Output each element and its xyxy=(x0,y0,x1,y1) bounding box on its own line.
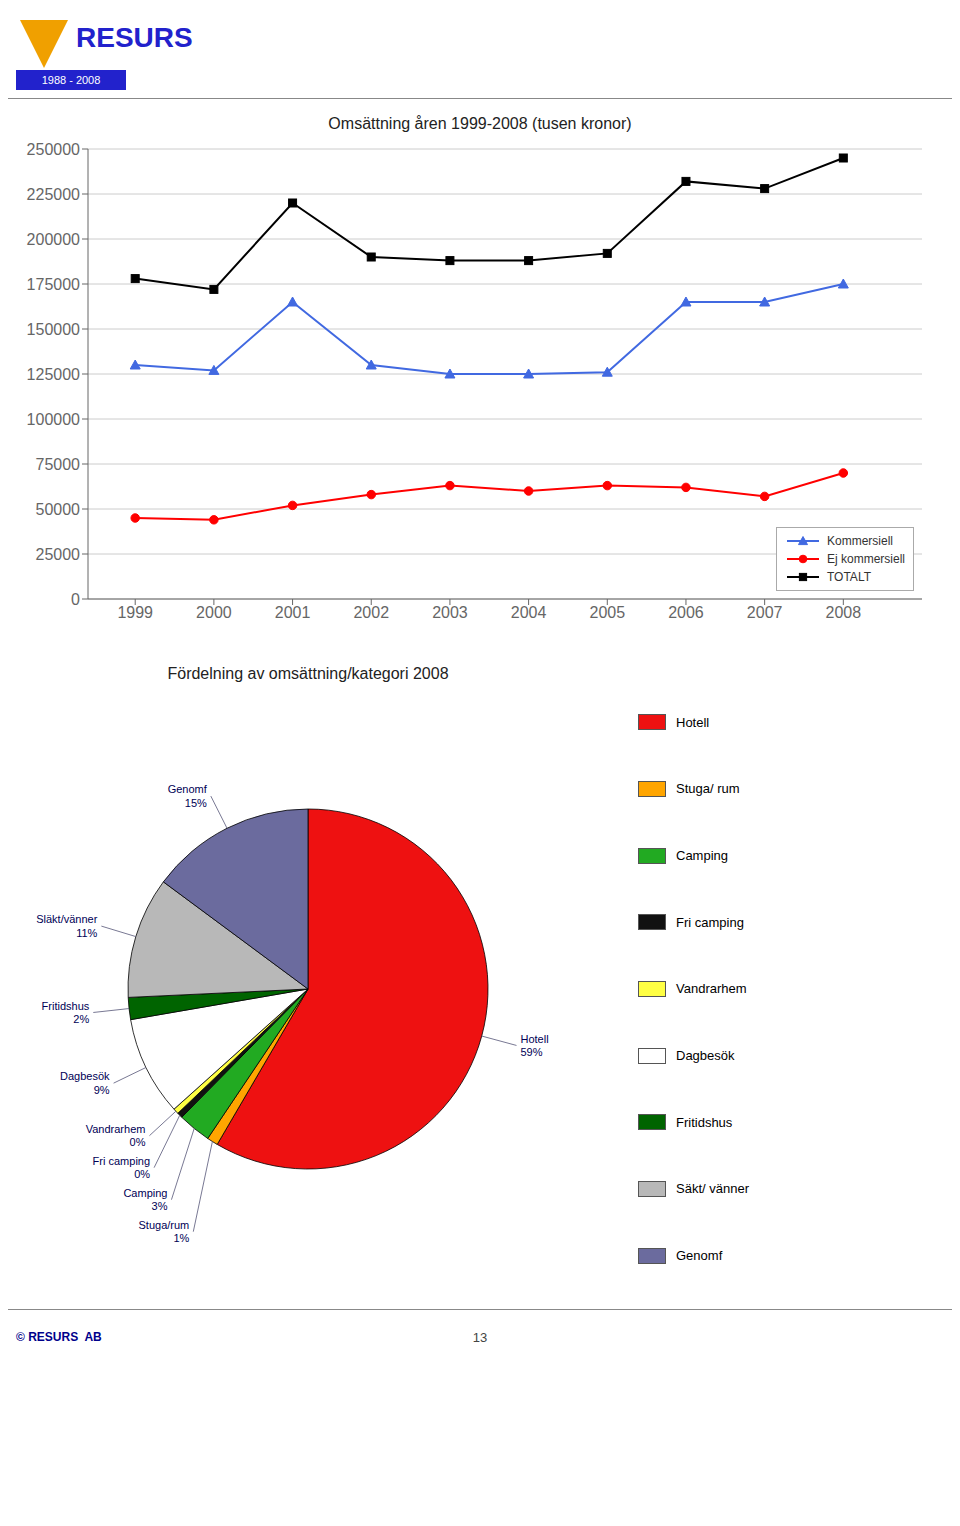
html-text:Dagbesök: Dagbesök xyxy=(676,1048,735,1064)
html-text:Omsättning åren 1999-2008 (tus: Omsättning åren 1999-2008 (tusen kronor) xyxy=(328,115,632,132)
html-text:13: 13 xyxy=(472,1330,488,1345)
html-text:RESURS: RESURS xyxy=(76,22,193,53)
svg-text:50000: 50000 xyxy=(36,501,81,518)
html-text:Vandrarhem: Vandrarhem xyxy=(676,981,747,997)
html-text:Genomf: Genomf xyxy=(676,1248,723,1264)
html-text:Fri camping: Fri camping xyxy=(676,914,744,930)
html-text:TOTALT: TOTALT xyxy=(827,570,871,584)
svg-text:225000: 225000 xyxy=(27,186,80,203)
svg-text:Vandrarhem0%: Vandrarhem0% xyxy=(86,1123,146,1148)
svg-text:100000: 100000 xyxy=(27,411,80,428)
svg-text:2005: 2005 xyxy=(589,604,625,621)
svg-text:Släkt/vänner11%: Släkt/vänner11% xyxy=(36,913,97,938)
svg-text:75000: 75000 xyxy=(36,456,81,473)
svg-text:25000: 25000 xyxy=(36,546,81,563)
svg-text:2007: 2007 xyxy=(747,604,783,621)
svg-text:250000: 250000 xyxy=(27,141,80,158)
svg-text:Genomf15%: Genomf15% xyxy=(168,783,208,808)
svg-text:175000: 175000 xyxy=(27,276,80,293)
html-text:Hotell: Hotell xyxy=(676,714,710,730)
svg-text:Camping3%: Camping3% xyxy=(123,1187,167,1212)
html-text:Camping: Camping xyxy=(676,848,728,864)
html-text:Fördelning av omsättning/kateg: Fördelning av omsättning/kategori 2008 xyxy=(167,665,449,682)
svg-text:1999: 1999 xyxy=(117,604,153,621)
svg-text:2001: 2001 xyxy=(275,604,311,621)
svg-text:Dagbesök9%: Dagbesök9% xyxy=(60,1070,110,1095)
svg-text:2008: 2008 xyxy=(826,604,862,621)
svg-text:0: 0 xyxy=(71,591,80,608)
svg-text:125000: 125000 xyxy=(27,366,80,383)
svg-text:150000: 150000 xyxy=(27,321,80,338)
svg-text:Stuga/rum1%: Stuga/rum1% xyxy=(139,1219,190,1244)
html-text:Säkt/ vänner: Säkt/ vänner xyxy=(676,1181,749,1197)
svg-text:Hotell59%: Hotell59% xyxy=(520,1033,548,1058)
html-text:© RESURS AB: © RESURS AB xyxy=(16,1330,102,1344)
svg-text:2000: 2000 xyxy=(196,604,232,621)
html-text:Stuga/ rum: Stuga/ rum xyxy=(676,781,740,797)
html-text:Kommersiell: Kommersiell xyxy=(827,534,893,548)
svg-text:2004: 2004 xyxy=(511,604,547,621)
html-text:Fritidshus: Fritidshus xyxy=(676,1114,733,1130)
html-text:1988 - 2008: 1988 - 2008 xyxy=(41,74,101,86)
svg-text:Fri camping0%: Fri camping0% xyxy=(93,1155,151,1180)
svg-text:2002: 2002 xyxy=(353,604,389,621)
svg-text:2006: 2006 xyxy=(668,604,704,621)
html-text:Ej kommersiell: Ej kommersiell xyxy=(827,552,905,566)
svg-text:200000: 200000 xyxy=(27,231,80,248)
svg-text:Fritidshus2%: Fritidshus2% xyxy=(42,1000,90,1025)
svg-text:2003: 2003 xyxy=(432,604,468,621)
